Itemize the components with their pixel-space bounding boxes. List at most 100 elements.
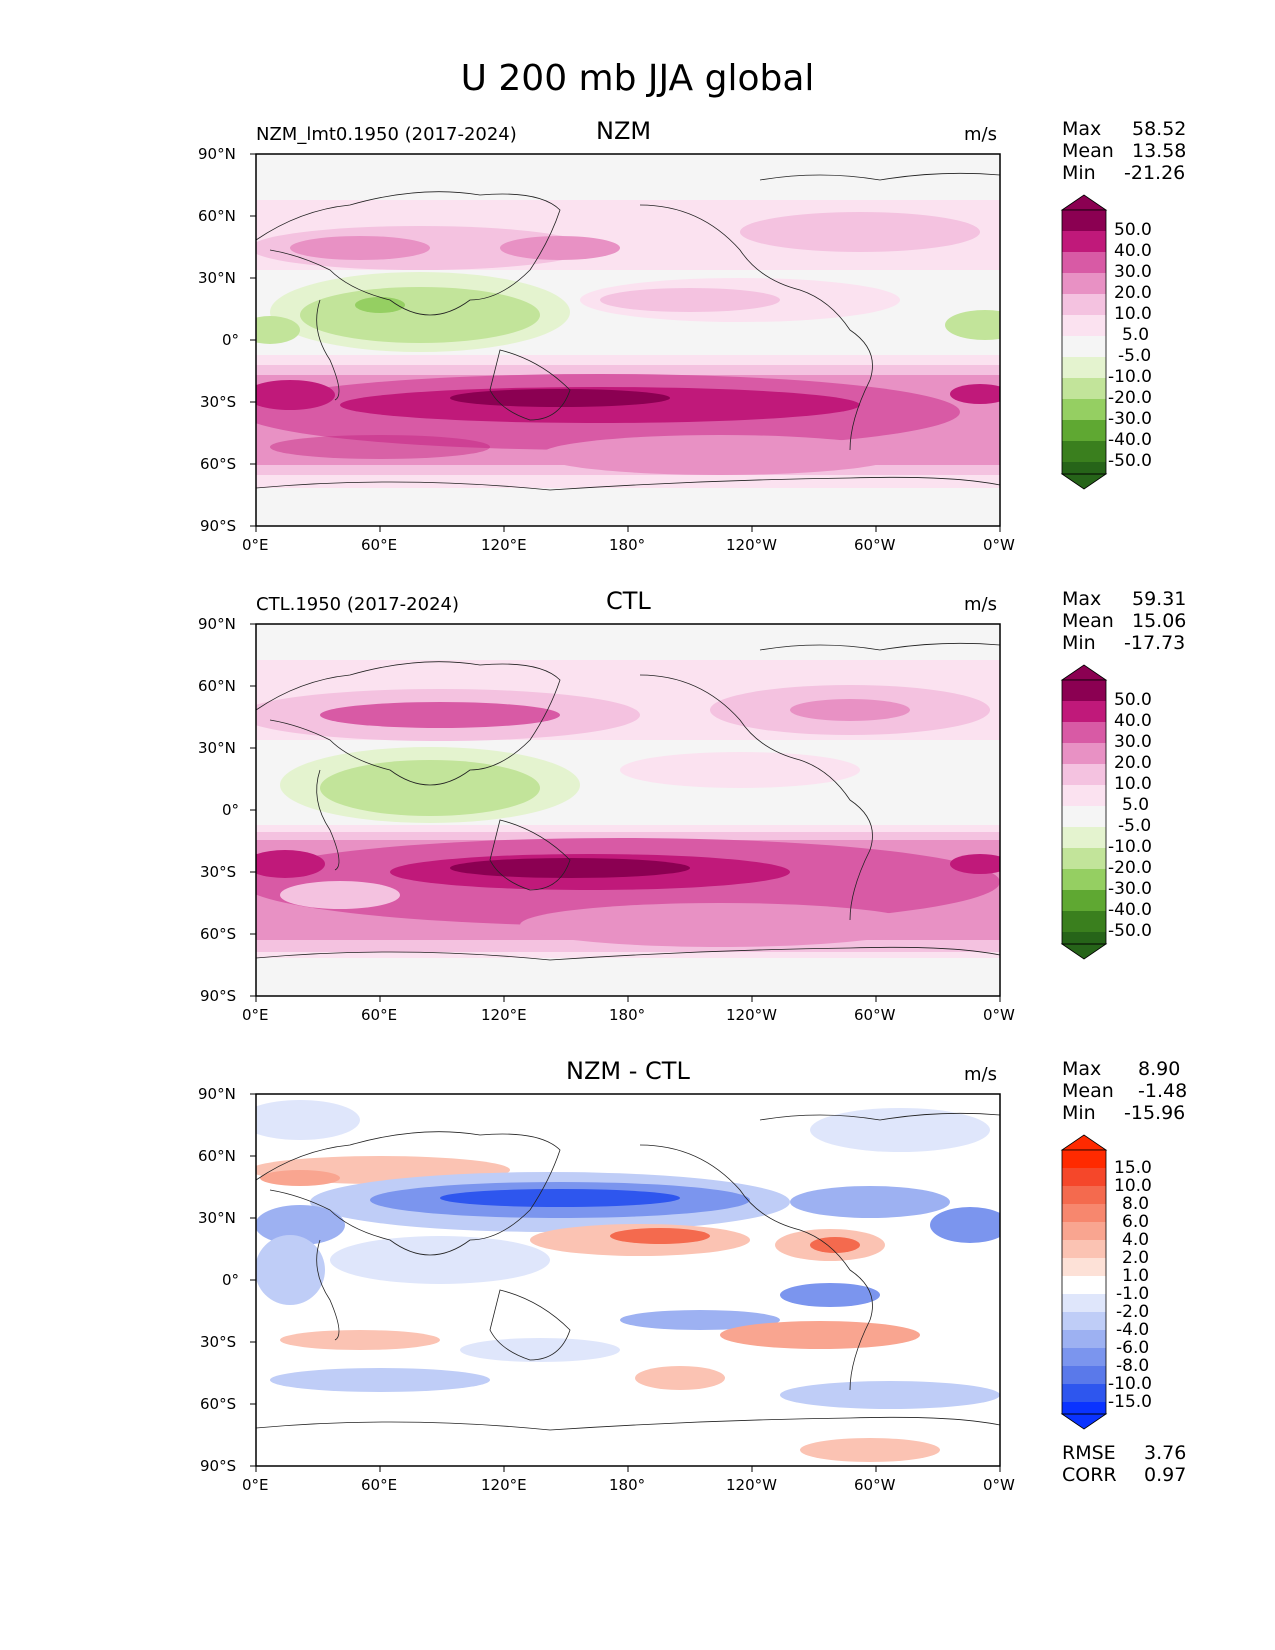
lat-label: 90°S: [200, 517, 237, 535]
colorbar-label: -30.0: [1108, 409, 1152, 429]
colorbar-label: 50.0: [1114, 220, 1152, 240]
stat-mean-label: Mean: [1062, 1080, 1114, 1102]
stat-mean-value: -1.48: [1138, 1080, 1188, 1102]
panel-nzm: NZM_lmt0.1950 (2017-2024) NZM m/s: [0, 0, 1275, 554]
colorbar-label: 10.0: [1114, 1176, 1152, 1196]
lat-label: 30°S: [200, 1333, 237, 1351]
colorbar-label: 1.0: [1122, 1266, 1150, 1286]
lon-label: 0°W: [983, 1006, 1015, 1024]
colorbar-label: -15.0: [1108, 1392, 1152, 1412]
lat-label: 60°N: [198, 677, 236, 695]
lat-label: 90°N: [198, 1085, 236, 1103]
stat-mean-value: 13.58: [1132, 140, 1187, 162]
colorbar-label: 20.0: [1114, 753, 1152, 773]
lat-label: 60°N: [198, 207, 236, 225]
lon-label: 120°W: [726, 1006, 777, 1024]
colorbar-label: 20.0: [1114, 283, 1152, 303]
lat-label: 90°S: [200, 987, 237, 1005]
lon-label: 60°E: [361, 1006, 398, 1024]
colorbar-label: -6.0: [1116, 1338, 1150, 1358]
lon-label: 120°E: [481, 1006, 527, 1024]
lon-label: 0°W: [983, 536, 1015, 554]
lon-label: 120°W: [726, 536, 777, 554]
stat-max-label: Max: [1062, 118, 1102, 140]
colorbar-label: 15.0: [1114, 1158, 1152, 1178]
colorbar-label: 8.0: [1122, 1194, 1150, 1214]
lon-label: 180°: [609, 536, 646, 554]
lon-label: 0°E: [242, 536, 269, 554]
lon-label: 180°: [609, 1006, 646, 1024]
colorbar-label: -8.0: [1116, 1356, 1150, 1376]
colorbar-label: -40.0: [1108, 900, 1152, 920]
stat-mean-label: Mean: [1062, 140, 1114, 162]
lat-label: 0°: [222, 331, 240, 349]
colorbar-label: -50.0: [1108, 451, 1152, 471]
stat-min-value: -17.73: [1124, 632, 1186, 654]
panel-unit: m/s: [964, 594, 997, 615]
colorbar-label: -10.0: [1108, 1374, 1152, 1394]
lon-label: 60°W: [854, 1476, 896, 1494]
colorbar-label: -1.0: [1116, 1284, 1150, 1304]
lon-label: 120°W: [726, 1476, 777, 1494]
stat-max-value: 58.52: [1132, 118, 1187, 140]
lon-label: 0°E: [242, 1476, 269, 1494]
colorbar-label: -2.0: [1116, 1302, 1150, 1322]
panel-ctl: CTL.1950 (2017-2024) CTL m/s: [0, 470, 1275, 1024]
panel-unit: m/s: [964, 1064, 997, 1085]
colorbar-label: 40.0: [1114, 241, 1152, 261]
panel-left-title: NZM_lmt0.1950 (2017-2024): [256, 124, 517, 145]
colorbar-label: 30.0: [1114, 732, 1152, 752]
lat-label: 90°S: [200, 1457, 237, 1475]
stat-max-label: Max: [1062, 1058, 1102, 1080]
stat-min-value: -21.26: [1124, 162, 1186, 184]
colorbar-label: 30.0: [1114, 262, 1152, 282]
lat-label: 30°N: [198, 1209, 236, 1227]
stat-mean-label: Mean: [1062, 610, 1114, 632]
lon-label: 60°E: [361, 536, 398, 554]
colorbar-label: 10.0: [1114, 774, 1152, 794]
lat-label: 0°: [222, 1271, 240, 1289]
colorbar-label: -20.0: [1108, 858, 1152, 878]
lat-label: 60°S: [200, 925, 237, 943]
stat-min-label: Min: [1062, 1102, 1096, 1124]
stat-min-value: -15.96: [1124, 1102, 1186, 1124]
rmse-value: 3.76: [1144, 1442, 1187, 1464]
colorbar-label: -10.0: [1108, 367, 1152, 387]
colorbar-label: -5.0: [1118, 346, 1152, 366]
colorbar-diff: [1060, 1134, 1108, 1430]
lon-label: 60°W: [854, 1006, 896, 1024]
rmse-label: RMSE: [1062, 1442, 1116, 1464]
stat-max-value: 8.90: [1138, 1058, 1181, 1080]
corr-value: 0.97: [1144, 1464, 1187, 1486]
colorbar-label: 4.0: [1122, 1230, 1150, 1250]
colorbar-label: -30.0: [1108, 879, 1152, 899]
colorbar-label: -5.0: [1118, 816, 1152, 836]
lon-label: 60°E: [361, 1476, 398, 1494]
lon-label: 0°W: [983, 1476, 1015, 1494]
colorbar-label: 2.0: [1122, 1248, 1150, 1268]
colorbar-label: 5.0: [1122, 325, 1150, 345]
lat-label: 60°N: [198, 1147, 236, 1165]
colorbar-label: 5.0: [1122, 795, 1150, 815]
panel-left-title: CTL.1950 (2017-2024): [256, 594, 460, 615]
panel-center-title: NZM - CTL: [566, 1057, 690, 1085]
coastlines: [255, 172, 1001, 491]
colorbar-label: -10.0: [1108, 837, 1152, 857]
lat-label: 30°N: [198, 269, 236, 287]
lat-label: 30°N: [198, 739, 236, 757]
colorbar-label: 50.0: [1114, 690, 1152, 710]
lon-label: 120°E: [481, 536, 527, 554]
lat-label: 90°N: [198, 615, 236, 633]
colorbar-ctl: [1060, 664, 1108, 960]
stat-min-label: Min: [1062, 632, 1096, 654]
lat-label: 0°: [222, 801, 240, 819]
lon-label: 120°E: [481, 1476, 527, 1494]
panel-unit: m/s: [964, 124, 997, 145]
lat-label: 30°S: [200, 863, 237, 881]
lon-label: 60°W: [854, 536, 896, 554]
lat-label: 60°S: [200, 1395, 237, 1413]
lat-label: 30°S: [200, 393, 237, 411]
map-nzm: [250, 153, 1108, 532]
corr-label: CORR: [1062, 1464, 1117, 1486]
colorbar-label: -40.0: [1108, 430, 1152, 450]
